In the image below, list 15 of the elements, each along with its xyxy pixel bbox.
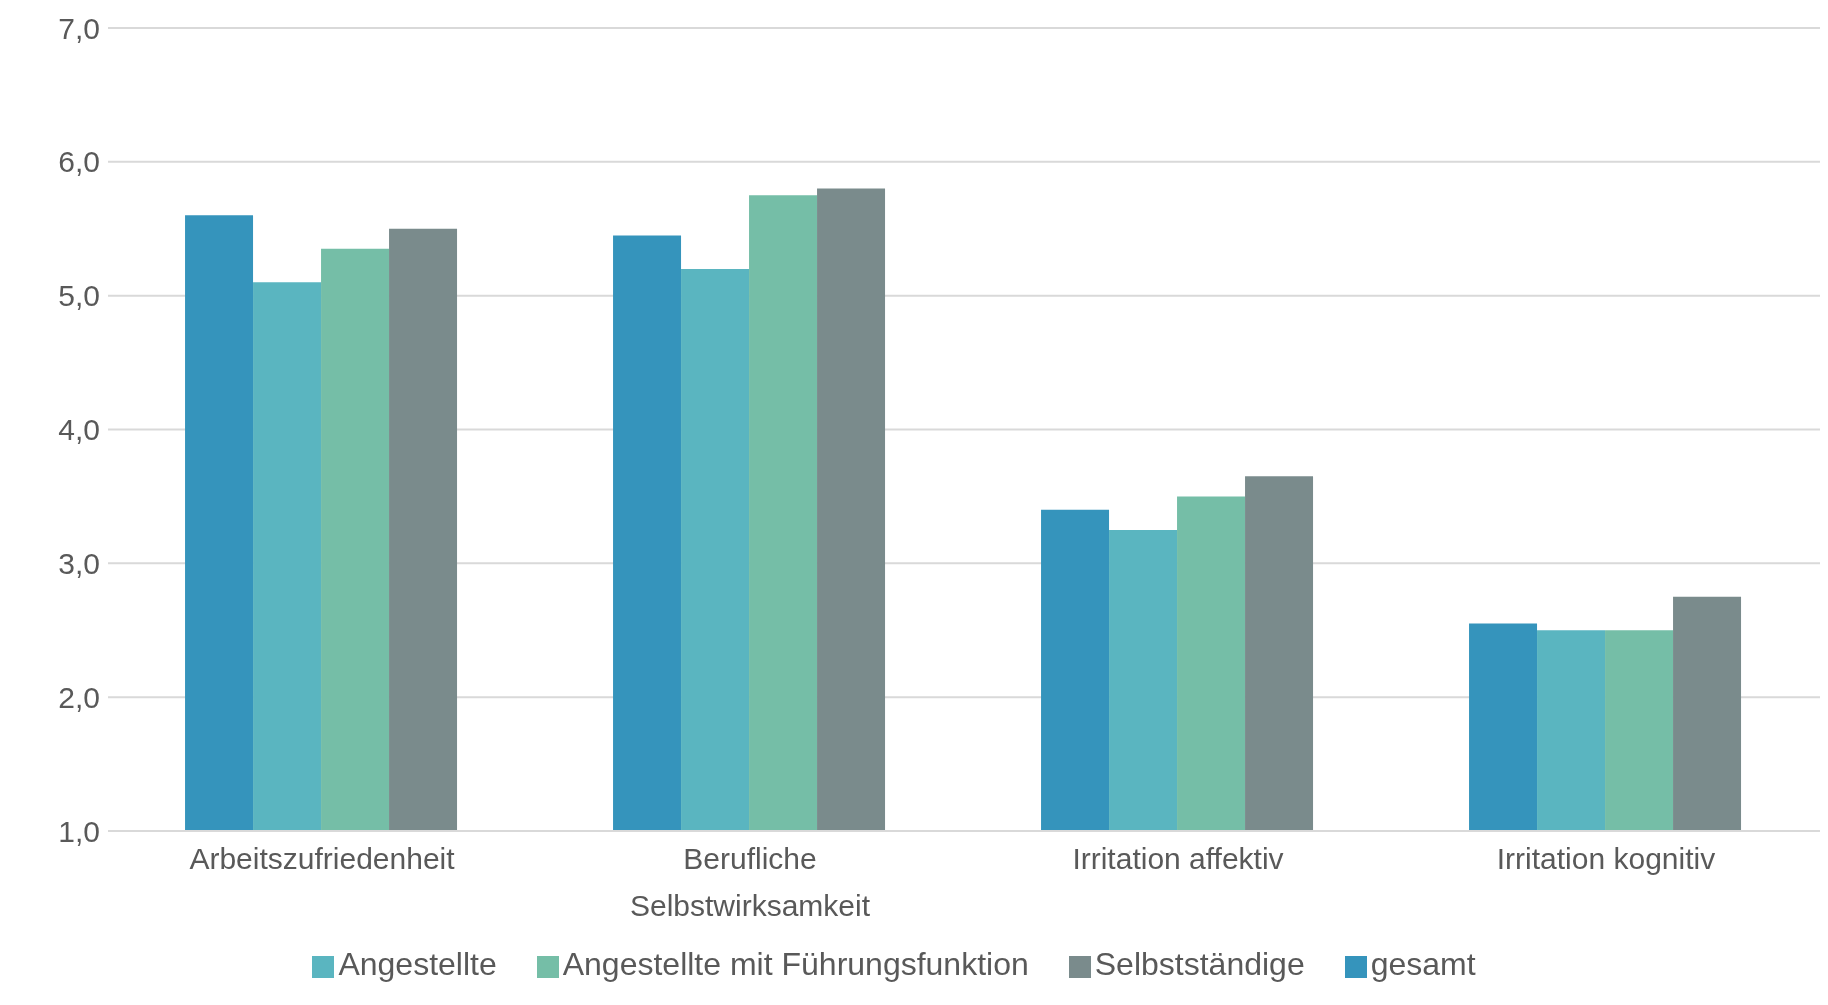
y-tick-label: 6,0 — [58, 145, 100, 179]
y-tick-label: 4,0 — [58, 413, 100, 447]
legend-label: Angestellte mit Führungsfunktion — [562, 946, 1029, 982]
legend-label: Angestellte — [338, 946, 497, 982]
y-tick-label: 2,0 — [58, 680, 100, 714]
x-tick-label: Berufliche Selbstwirksamkeit — [629, 842, 871, 922]
x-tick-label: Irritation kognitiv — [1496, 842, 1716, 875]
y-tick-label: 1,0 — [58, 814, 100, 848]
x-tick-label: Irritation affektiv — [1072, 842, 1284, 875]
y-tick-label: 5,0 — [58, 279, 100, 313]
y-tick-label: 3,0 — [58, 546, 100, 580]
legend-label: Selbstständige — [1094, 946, 1305, 982]
x-tick-label: Arbeitszufriedenheit — [189, 842, 456, 875]
y-tick-label: 7,0 — [58, 11, 100, 45]
legend-label: gesamt — [1370, 946, 1476, 982]
